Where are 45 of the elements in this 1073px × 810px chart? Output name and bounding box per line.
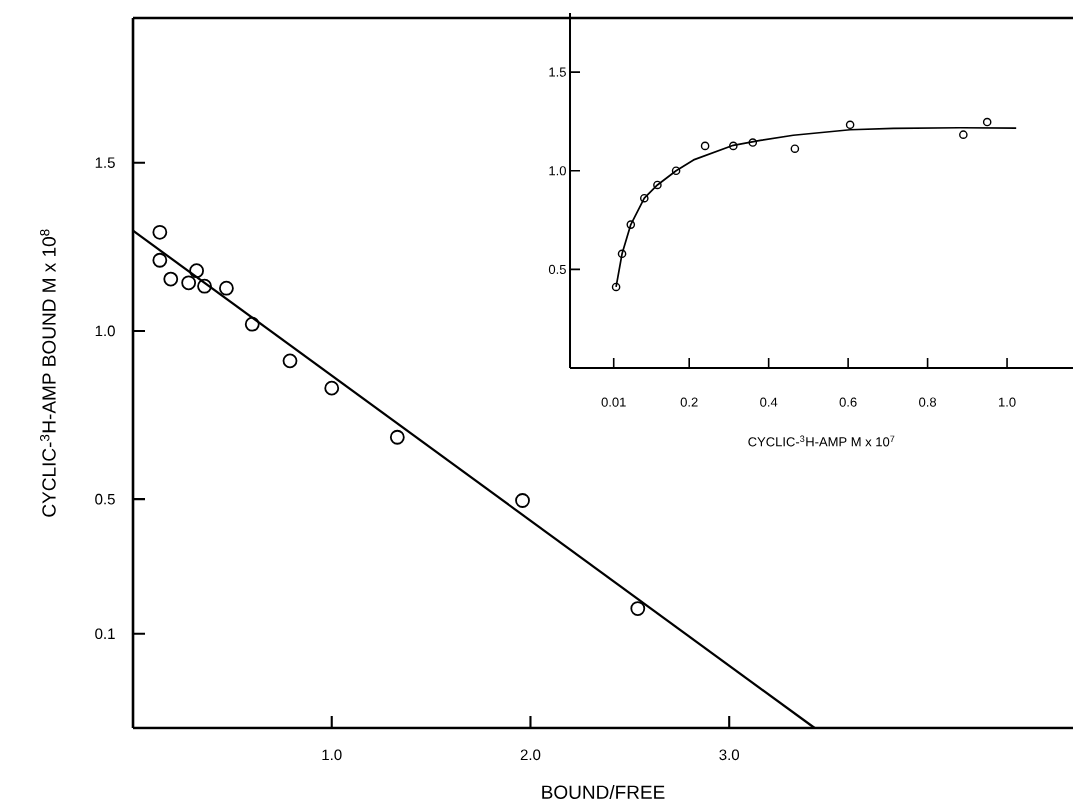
x-tick-label: 1.0 [322, 749, 342, 761]
point [982, 117, 992, 127]
point [640, 193, 649, 203]
point [282, 353, 298, 369]
x-tick-label: 0.01 [601, 397, 626, 407]
x-tick-label: 0.6 [839, 397, 857, 407]
x-tick-label: 0.8 [919, 397, 937, 407]
point [389, 429, 405, 445]
point [626, 220, 636, 229]
x-tick-label: 1.0 [999, 397, 1016, 407]
point [700, 141, 710, 151]
point [845, 120, 855, 130]
x-tick-label: 3.0 [719, 749, 740, 761]
x-axis-title: CYCLIC-$^{3}$H-AMP M x 10$^{7}$ [748, 435, 895, 447]
point [729, 141, 738, 151]
x-tick-label: 2.0 [520, 749, 541, 761]
x-tick-label: 0.2 [680, 397, 698, 407]
x-tick-label: 0.4 [760, 397, 778, 407]
y-tick-label: 1.5 [549, 67, 566, 77]
point [189, 263, 204, 279]
point [163, 271, 179, 287]
point [630, 601, 646, 616]
point [244, 316, 260, 332]
point [671, 166, 681, 176]
y-tick-label: 1.0 [95, 325, 115, 337]
y-tick-label: 1.0 [549, 166, 566, 176]
y-axis-title: CYCLIC-$^{3}$H-AMP BOUND M x 10$^{8}$ [40, 229, 56, 517]
point [748, 138, 758, 147]
point [653, 180, 662, 190]
point [152, 224, 168, 240]
point [611, 282, 621, 292]
point [515, 493, 530, 508]
point [197, 278, 212, 294]
point [959, 130, 968, 139]
y-tick-label: 0.5 [548, 264, 566, 274]
y-tick-label: 1.5 [95, 157, 115, 168]
point [790, 144, 800, 153]
y-tick-label: 0.1 [95, 628, 115, 640]
point [152, 252, 168, 268]
x-axis-title: BOUND/FREE [542, 785, 665, 799]
point [181, 275, 197, 291]
point [617, 249, 627, 259]
point [324, 380, 340, 396]
y-tick-label: 0.5 [95, 493, 115, 505]
point [219, 280, 234, 296]
